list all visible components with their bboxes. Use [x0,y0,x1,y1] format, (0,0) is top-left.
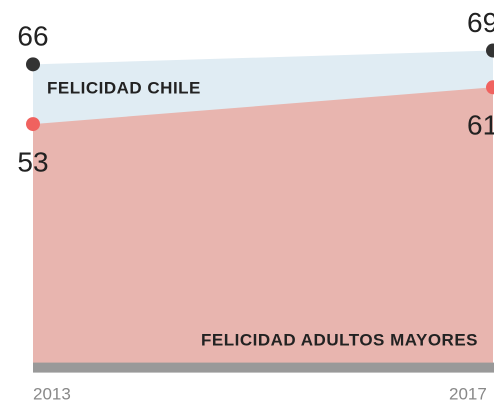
area [33,87,493,368]
point [486,80,494,95]
value-label: 61 [467,110,494,141]
point [26,117,40,132]
x-tick-label: 2017 [449,384,487,403]
point [26,57,40,72]
value-label: 69 [467,7,494,38]
point [486,43,494,58]
x-tick-label: 2013 [33,384,71,403]
value-label: 53 [17,146,48,177]
series-label: FELICIDAD CHILE [47,78,201,97]
value-label: 66 [17,21,48,52]
series-label: FELICIDAD ADULTOS MAYORES [201,330,478,349]
baseline [33,362,494,373]
